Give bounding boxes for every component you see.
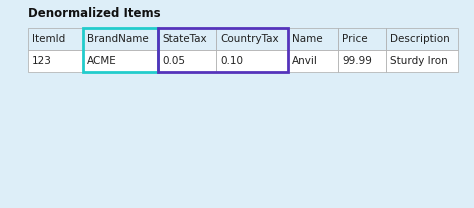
Bar: [216, 28, 288, 50]
Text: Denormalized Items: Denormalized Items: [28, 7, 161, 20]
Text: 0.05: 0.05: [162, 56, 185, 66]
Text: 99.99: 99.99: [342, 56, 372, 66]
Bar: [288, 28, 338, 50]
Text: 0.10: 0.10: [220, 56, 243, 66]
Bar: [28, 28, 83, 50]
Text: Sturdy Iron: Sturdy Iron: [390, 56, 448, 66]
Bar: [338, 28, 386, 50]
Bar: [386, 28, 458, 50]
Text: Description: Description: [390, 34, 450, 44]
Bar: [83, 28, 158, 72]
Bar: [158, 28, 216, 50]
Bar: [288, 50, 338, 72]
Text: Anvil: Anvil: [292, 56, 318, 66]
Text: CountryTax: CountryTax: [220, 34, 279, 44]
Bar: [338, 50, 386, 72]
Bar: [158, 50, 216, 72]
Bar: [158, 28, 288, 72]
Text: Name: Name: [292, 34, 323, 44]
Text: 123: 123: [32, 56, 52, 66]
Text: StateTax: StateTax: [162, 34, 207, 44]
Bar: [83, 50, 158, 72]
Text: ItemId: ItemId: [32, 34, 65, 44]
Bar: [386, 50, 458, 72]
Text: Price: Price: [342, 34, 368, 44]
Text: ACME: ACME: [87, 56, 117, 66]
Bar: [83, 28, 158, 50]
Bar: [216, 50, 288, 72]
Bar: [28, 50, 83, 72]
Text: BrandName: BrandName: [87, 34, 149, 44]
